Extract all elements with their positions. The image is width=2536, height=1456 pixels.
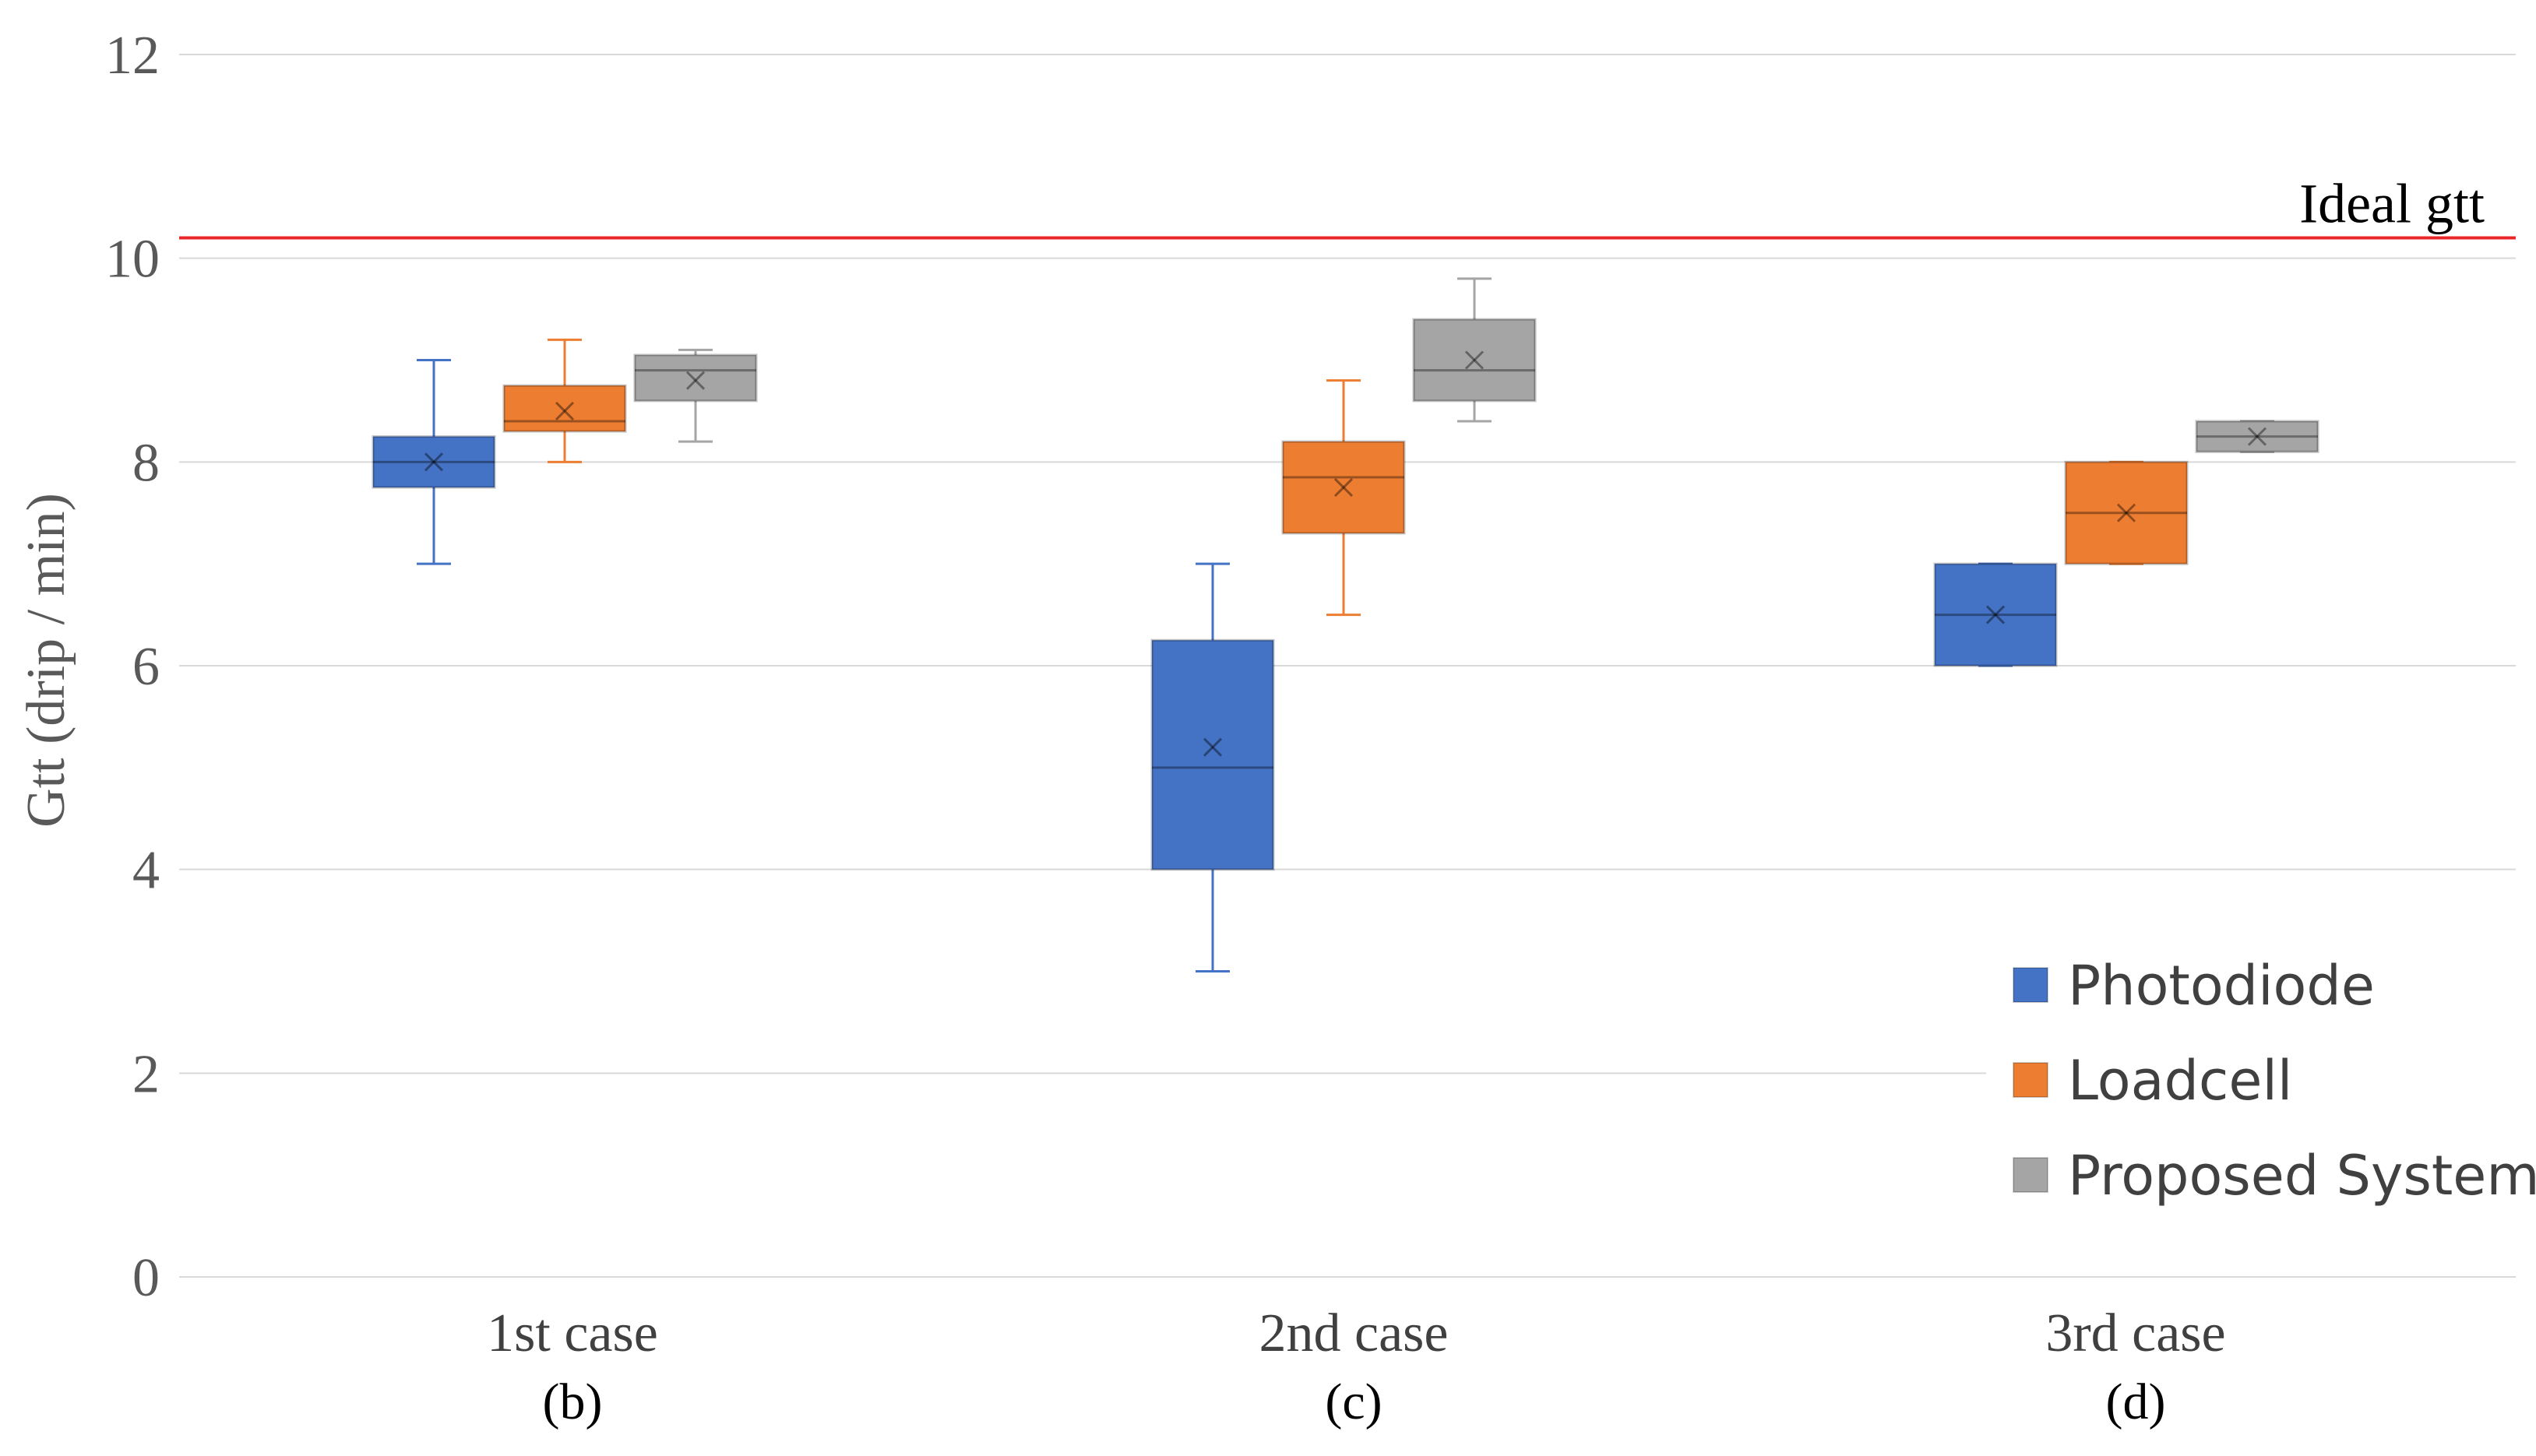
mean-marker — [685, 371, 706, 390]
reference-line-group: Ideal gtt — [179, 173, 2516, 240]
mean-marker — [2116, 503, 2136, 522]
legend-background — [1986, 930, 2524, 1242]
y-tick-label: 10 — [105, 230, 160, 290]
box — [372, 359, 496, 565]
box — [1412, 277, 1537, 423]
box — [1933, 562, 2058, 667]
box — [2064, 460, 2189, 565]
box-iqr — [2064, 460, 2189, 565]
y-tick-label: 8 — [132, 433, 160, 493]
series-loadcell — [502, 338, 2189, 617]
x-category-sublabel: (b) — [543, 1373, 603, 1430]
mean-marker — [1203, 737, 1223, 757]
mean-marker — [555, 401, 575, 420]
x-category-label: 1st case — [487, 1303, 658, 1363]
y-tick-label: 12 — [105, 26, 160, 86]
y-axis-label: Gtt (drip / min) — [16, 493, 76, 828]
x-category-sublabel: (d) — [2106, 1373, 2166, 1430]
box-iqr — [1933, 562, 2058, 667]
y-tick-label: 6 — [132, 637, 160, 697]
box — [633, 348, 758, 443]
legend-item: Proposed System — [2013, 1144, 2536, 1208]
legend-label: Proposed System — [2068, 1144, 2536, 1208]
box-iqr — [502, 384, 627, 433]
mean-marker — [2247, 427, 2267, 446]
box-iqr — [1412, 318, 1537, 403]
box-iqr — [633, 353, 758, 403]
x-category-label: 3rd case — [2045, 1303, 2225, 1363]
box-iqr — [372, 435, 496, 489]
box — [502, 338, 627, 463]
box-series — [372, 277, 2319, 972]
series-photodiode — [372, 359, 2058, 972]
ideal-gtt-label: Ideal gtt — [2299, 173, 2485, 235]
y-tick-label: 0 — [132, 1248, 160, 1308]
legend-item: Loadcell — [2013, 1049, 2292, 1113]
x-category-label: 2nd case — [1259, 1303, 1449, 1363]
legend: Photodiode Loadcell Proposed System — [1986, 930, 2536, 1242]
y-tick-label: 2 — [132, 1044, 160, 1104]
box — [1281, 379, 1406, 617]
legend-swatch — [2013, 967, 2048, 1003]
series-proposed-system — [633, 277, 2319, 453]
y-axis-ticks: 0 2 4 6 8 10 12 — [105, 26, 160, 1308]
mean-marker — [1464, 350, 1485, 370]
legend-swatch — [2013, 1062, 2048, 1098]
box — [1150, 562, 1275, 972]
box-iqr — [2195, 420, 2319, 453]
y-tick-label: 4 — [132, 841, 160, 901]
legend-swatch — [2013, 1157, 2048, 1193]
legend-label: Photodiode — [2068, 954, 2375, 1018]
mean-marker — [1985, 605, 2006, 624]
x-axis-categories: 1st case (b) 2nd case (c) 3rd case (d) — [487, 1303, 2225, 1430]
box-iqr — [1281, 440, 1406, 535]
mean-marker — [424, 452, 444, 472]
legend-label: Loadcell — [2068, 1049, 2292, 1113]
x-category-sublabel: (c) — [1325, 1373, 1382, 1430]
box-iqr — [1150, 638, 1275, 871]
box — [2195, 420, 2319, 453]
legend-item: Photodiode — [2013, 954, 2375, 1018]
mean-marker — [1333, 477, 1354, 498]
